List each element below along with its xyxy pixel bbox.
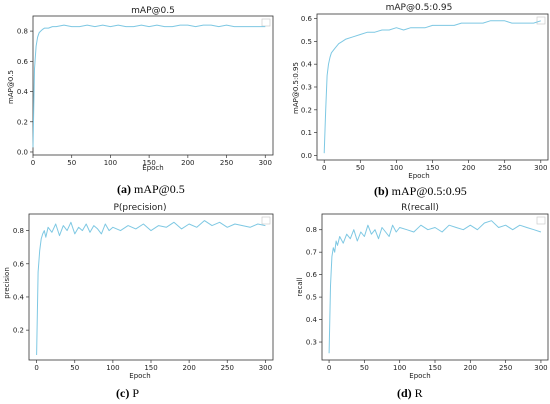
x-tick-label: 150 (428, 364, 441, 372)
x-tick-label: 50 (67, 159, 76, 167)
x-tick-label: 100 (393, 364, 406, 372)
series-line (36, 220, 266, 356)
x-tick-label: 200 (464, 364, 477, 372)
legend-box (261, 18, 271, 27)
chart-title: mAP@0.5:0.95 (386, 3, 453, 13)
y-tick-label: 0.6 (13, 260, 25, 268)
chart-title: mAP@0.5 (131, 6, 175, 16)
y-tick-label: 0.6 (17, 58, 29, 66)
y-axis-label: recall (296, 277, 304, 296)
x-tick-label: 100 (106, 364, 119, 372)
x-tick-label: 200 (182, 364, 195, 372)
chart-title: R(recall) (401, 203, 439, 213)
chart-panel-a: mAP@0.5 0 50 100 150 200 250 300 0.0 0.2 0.4 0.6 0.… (7, 6, 274, 172)
y-tick-label: 0.5 (301, 38, 312, 46)
y-tick-label: 0.2 (301, 106, 312, 114)
caption-text: mAP@0.5 (131, 182, 185, 196)
chart-title: P(precision) (113, 203, 166, 213)
caption-text: R (411, 386, 423, 400)
y-tick-label: 0.7 (306, 249, 317, 257)
y-tick-label: 0.8 (306, 226, 317, 234)
y-tick-label: 0.5 (306, 294, 317, 302)
plot-area: 0 50 100 150 200 250 300 0.0 0.1 0.2 0.3 0.4 0.5 0.6 (301, 13, 549, 172)
x-tick-label: 0 (34, 364, 38, 372)
plot-frame (32, 15, 274, 156)
y-tick-label: 0.0 (17, 148, 28, 156)
x-tick-label: 150 (142, 159, 155, 167)
y-tick-label: 0.3 (306, 339, 317, 347)
y-axis-label: mAP@0.5:0.95 (292, 62, 300, 114)
x-tick-label: 0 (322, 164, 326, 172)
legend-box (536, 16, 546, 25)
x-tick-label: 250 (221, 364, 234, 372)
chart-panel-d: R(recall) 0 50 100 150 200 250 300 0.3 0.4 0.5 0.6… (296, 203, 549, 380)
x-axis-label: Epoch (409, 372, 430, 380)
y-tick-label: 0.1 (301, 129, 312, 137)
y-tick-label: 0.4 (17, 88, 29, 96)
x-tick-label: 300 (534, 164, 547, 172)
x-tick-label: 50 (70, 364, 79, 372)
caption-letter: (d) (397, 386, 412, 400)
plot-area: 0 50 100 150 200 250 300 0.0 0.2 0.4 0.6 0.8 (17, 15, 274, 167)
y-axis-label: mAP@0.5 (7, 70, 15, 104)
x-axis-label: Epoch (408, 172, 429, 180)
y-tick-label: 0.8 (17, 28, 28, 36)
y-tick-label: 0.6 (301, 15, 313, 23)
y-tick-label: 0.2 (13, 327, 24, 335)
series-line (323, 20, 541, 154)
y-axis-label: precision (3, 267, 11, 299)
caption-text: mAP@0.5:0.95 (388, 184, 467, 198)
x-tick-label: 300 (534, 364, 547, 372)
x-tick-label: 150 (426, 164, 439, 172)
x-tick-label: 250 (499, 364, 512, 372)
y-tick-label: 0.0 (301, 152, 312, 160)
y-tick-label: 0.4 (306, 316, 318, 324)
chart-panel-c: P(precision) 0 50 100 150 200 250 300 0.2 0.4 0.6… (3, 203, 274, 380)
x-tick-label: 100 (104, 159, 117, 167)
x-tick-label: 100 (390, 164, 403, 172)
caption-text: P (129, 386, 140, 400)
caption-a: (a) mAP@0.5 (117, 182, 185, 197)
legend-box (536, 216, 546, 225)
x-tick-label: 250 (220, 159, 233, 167)
y-tick-label: 0.6 (306, 271, 318, 279)
y-tick-label: 0.2 (17, 118, 28, 126)
plot-area: 0 50 100 150 200 250 300 0.3 0.4 0.5 0.6 0.7 0.8 (306, 213, 549, 372)
x-tick-label: 0 (327, 364, 331, 372)
chart-panel-b: mAP@0.5:0.95 0 50 100 150 200 250 300 0.0 0.1 0.2… (292, 3, 549, 180)
y-tick-label: 0.4 (13, 293, 25, 301)
legend-box (261, 216, 271, 225)
caption-letter: (c) (116, 386, 130, 400)
caption-letter: (b) (374, 184, 389, 198)
x-tick-label: 200 (181, 159, 194, 167)
series-line (328, 220, 542, 354)
caption-c: (c) P (116, 386, 139, 401)
x-axis-label: Epoch (129, 372, 150, 380)
y-tick-label: 0.4 (301, 61, 313, 69)
x-tick-label: 250 (498, 164, 511, 172)
x-tick-label: 150 (144, 364, 157, 372)
x-tick-label: 300 (259, 159, 272, 167)
x-tick-label: 0 (31, 159, 35, 167)
plot-area: 0 50 100 150 200 250 300 0.2 0.4 0.6 0.8 (13, 213, 274, 372)
caption-d: (d) R (397, 386, 423, 401)
y-tick-label: 0.8 (13, 227, 24, 235)
x-tick-label: 50 (356, 164, 365, 172)
x-tick-label: 200 (462, 164, 475, 172)
caption-b: (b) mAP@0.5:0.95 (374, 184, 467, 199)
x-tick-label: 300 (259, 364, 272, 372)
caption-letter: (a) (117, 182, 131, 196)
x-tick-label: 50 (360, 364, 369, 372)
x-axis-label: Epoch (142, 164, 163, 172)
plot-frame (28, 213, 274, 361)
plot-frame (316, 13, 549, 161)
y-tick-label: 0.3 (301, 84, 312, 92)
series-line (32, 24, 266, 148)
